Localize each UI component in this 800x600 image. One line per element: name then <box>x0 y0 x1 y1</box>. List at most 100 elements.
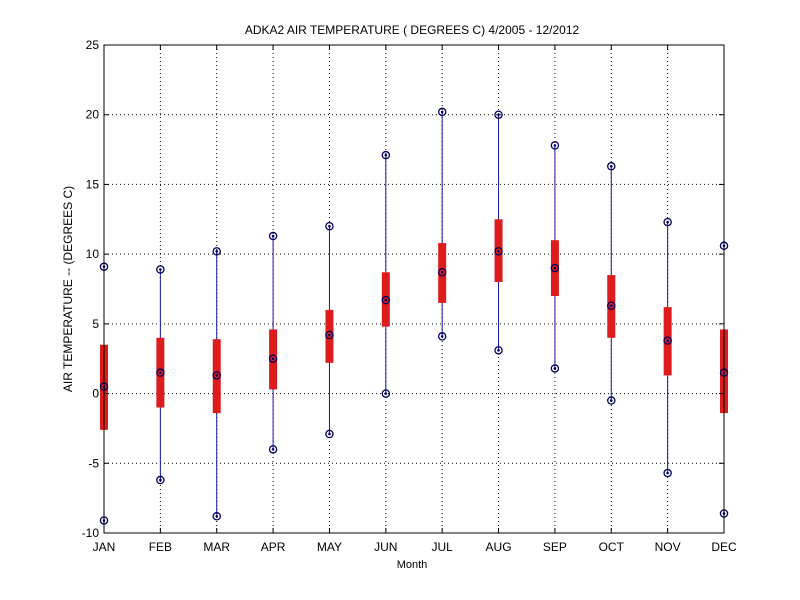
month-box-sep <box>550 141 560 373</box>
min-marker-dot <box>666 471 669 475</box>
min-marker-dot <box>159 478 162 482</box>
max-marker-dot <box>553 144 557 147</box>
median-marker-ring <box>494 247 503 256</box>
min-marker-dot <box>497 349 500 352</box>
max-marker-ring <box>437 107 447 117</box>
y-tick-label: 5 <box>92 317 99 331</box>
axes-frame <box>103 44 725 534</box>
y-tick-label: 0 <box>92 387 99 401</box>
max-marker-ring <box>381 150 391 160</box>
median-marker-dot <box>328 333 331 337</box>
chart-title: ADKA2 AIR TEMPERATURE ( DEGREES C) 4/200… <box>245 23 580 37</box>
month-box-oct <box>607 162 616 405</box>
median-marker-ring <box>550 263 560 273</box>
x-tick-label: DEC <box>711 540 737 554</box>
max-marker-dot <box>159 268 162 271</box>
axes <box>103 44 725 534</box>
y-axis-label: AIR TEMPERATURE -- (DEGREES C) <box>61 186 75 392</box>
max-marker-dot <box>215 250 219 253</box>
max-marker-dot <box>440 110 444 114</box>
x-tick-label: FEB <box>149 540 172 554</box>
median-marker-ring <box>381 295 391 305</box>
median-marker-dot <box>271 357 275 361</box>
min-marker-ring <box>437 332 447 341</box>
median-marker-dot <box>215 374 219 377</box>
month-box-may <box>325 222 334 439</box>
max-marker-ring <box>550 141 560 150</box>
y-tick-label: -5 <box>88 456 99 470</box>
median-marker-dot <box>159 371 162 374</box>
x-tick-label: MAR <box>203 540 230 554</box>
max-marker-dot <box>666 220 669 224</box>
min-marker-ring <box>381 389 391 398</box>
month-box-aug <box>494 110 503 355</box>
iqr-box <box>325 309 334 363</box>
min-marker-dot <box>553 367 557 370</box>
min-marker-dot <box>215 514 219 518</box>
max-marker-dot <box>609 165 613 168</box>
month-box-mar <box>212 247 221 521</box>
x-tick-label: AUG <box>486 540 512 554</box>
median-marker-ring <box>268 354 278 363</box>
min-marker-ring <box>550 364 560 373</box>
min-marker-dot <box>609 399 613 402</box>
max-marker-ring <box>494 110 503 119</box>
min-marker-ring <box>325 429 334 439</box>
max-marker-dot <box>328 224 331 228</box>
month-box-jul <box>437 107 447 341</box>
x-tick-label: OCT <box>599 540 625 554</box>
median-marker-ring <box>156 368 165 377</box>
min-marker-ring <box>268 445 278 454</box>
max-marker-ring <box>268 231 278 241</box>
max-marker-dot <box>497 113 500 117</box>
min-marker-ring <box>212 512 221 521</box>
x-tick-label: JAN <box>93 540 116 554</box>
min-marker-dot <box>328 432 331 436</box>
x-axis-label: Month <box>397 559 428 571</box>
min-marker-ring <box>607 396 616 405</box>
max-marker-ring <box>325 222 334 231</box>
max-marker-ring <box>607 162 616 171</box>
median-marker-ring <box>663 336 672 345</box>
max-marker-dot <box>384 153 388 157</box>
median-marker-ring <box>212 371 221 380</box>
max-marker-ring <box>663 217 672 227</box>
median-marker-dot <box>384 298 388 302</box>
x-tick-label: MAY <box>317 540 342 554</box>
max-marker-ring <box>156 265 165 274</box>
x-tick-label: SEP <box>543 540 567 554</box>
y-tick-label: 10 <box>86 247 100 261</box>
y-tick-label: 25 <box>86 38 100 52</box>
month-box-nov <box>663 217 672 478</box>
y-tick-label: -10 <box>82 526 100 540</box>
min-marker-ring <box>663 468 672 478</box>
median-marker-ring <box>325 330 334 340</box>
y-tick-label: 15 <box>86 177 100 191</box>
month-box-apr <box>268 231 278 454</box>
median-marker-dot <box>497 250 500 253</box>
x-tick-label: JUN <box>374 540 397 554</box>
x-tick-label: NOV <box>655 540 681 554</box>
median-marker-dot <box>609 304 613 308</box>
median-marker-dot <box>666 339 669 342</box>
median-marker-ring <box>607 301 616 310</box>
y-tick-label: 20 <box>86 108 100 122</box>
min-marker-dot <box>440 335 444 338</box>
median-marker-dot <box>553 266 557 270</box>
median-marker-dot <box>440 270 444 274</box>
x-tick-label: JUL <box>432 540 454 554</box>
month-box-feb <box>156 265 165 485</box>
min-marker-ring <box>494 346 503 355</box>
min-marker-dot <box>271 448 275 451</box>
min-marker-dot <box>384 392 388 395</box>
median-marker-ring <box>437 268 447 277</box>
month-box-jun <box>381 150 391 398</box>
x-tick-label: APR <box>261 540 286 554</box>
min-marker-ring <box>156 475 165 485</box>
max-marker-dot <box>271 234 275 238</box>
max-marker-ring <box>212 247 221 256</box>
tick-labels: JAN FEB MAR APR MAY JUN JUL AUG SEP OCT NOV DEC -10 -… <box>82 38 737 554</box>
